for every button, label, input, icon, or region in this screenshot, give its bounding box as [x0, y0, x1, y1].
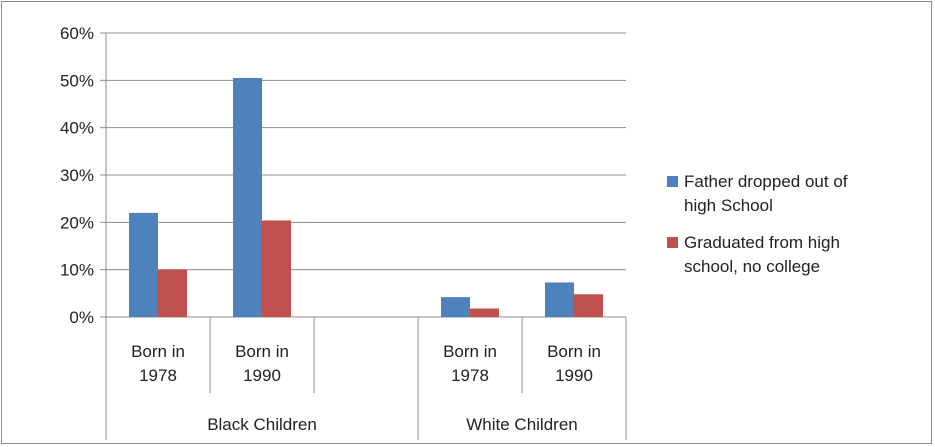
- legend-label: Graduated from high: [684, 233, 840, 252]
- y-tick-label: 0%: [69, 308, 94, 327]
- x-category-label: Born in: [131, 342, 185, 361]
- x-category-label: 1978: [451, 366, 489, 385]
- y-tick-label: 50%: [60, 71, 94, 90]
- legend-label: school, no college: [684, 257, 820, 276]
- x-category-label: 1990: [243, 366, 281, 385]
- y-tick-label: 40%: [60, 119, 94, 138]
- bar: [158, 269, 187, 317]
- x-group-label: Black Children: [207, 415, 317, 434]
- bar: [470, 308, 499, 317]
- legend-label: Father dropped out of: [684, 172, 848, 191]
- x-category-label: Born in: [235, 342, 289, 361]
- x-group-label: White Children: [466, 415, 578, 434]
- bar: [441, 297, 470, 317]
- bar: [574, 294, 603, 317]
- y-tick-label: 60%: [60, 24, 94, 43]
- x-category-label: Born in: [547, 342, 601, 361]
- bar: [129, 212, 158, 317]
- bar: [262, 220, 291, 317]
- legend-swatch: [667, 176, 678, 187]
- legend-swatch: [667, 237, 678, 248]
- bar: [545, 282, 574, 317]
- y-tick-label: 30%: [60, 166, 94, 185]
- x-category-label: 1990: [555, 366, 593, 385]
- bar: [233, 77, 262, 317]
- x-category-label: 1978: [139, 366, 177, 385]
- legend-label: high School: [684, 196, 773, 215]
- y-tick-label: 20%: [60, 213, 94, 232]
- x-category-label: Born in: [443, 342, 497, 361]
- y-tick-label: 10%: [60, 261, 94, 280]
